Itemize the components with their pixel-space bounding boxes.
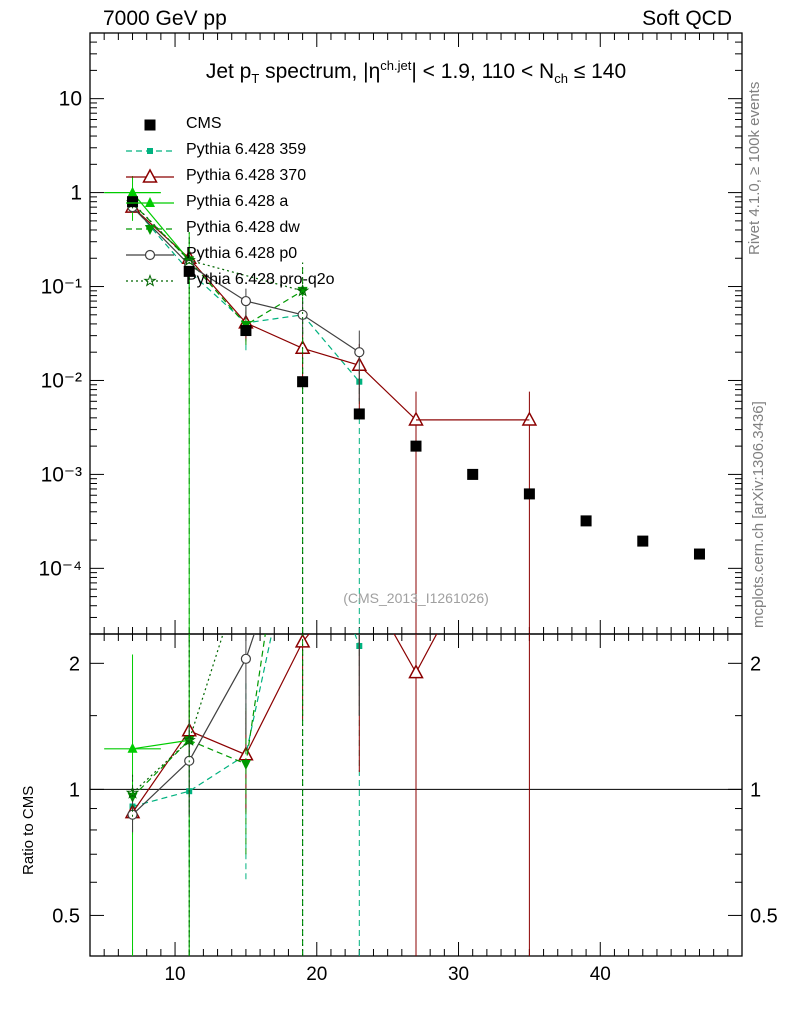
- legend-swatch: [144, 119, 156, 131]
- legend-swatch: [126, 273, 174, 287]
- series-line: [132, 206, 530, 421]
- main-plot-area: 10 1 10⁻¹ 10⁻² 10⁻³ 10⁻⁴: [39, 32, 743, 635]
- legend-label: CMS: [186, 115, 222, 132]
- series-line: [132, 192, 190, 261]
- analysis-id-label: (CMS_2013_I1261026): [343, 590, 489, 606]
- data-point: [467, 468, 479, 480]
- data-point: [295, 283, 310, 297]
- title-part-d: ≤ 140: [567, 60, 627, 83]
- y-tick-label: 1: [70, 182, 82, 205]
- main-series-pythia-6-428-p0: [127, 202, 365, 402]
- legend-marker: [143, 273, 157, 287]
- data-point: [408, 664, 424, 679]
- y-tick-label: 10⁻³: [41, 463, 82, 486]
- data-point: [127, 186, 138, 197]
- x-tick-label: 20: [306, 964, 327, 985]
- ratio-series-pythia-6-428-p0: [127, 634, 360, 833]
- title-sup-eta: ch.jet: [380, 58, 412, 73]
- data-point: [353, 408, 365, 420]
- y-tick-label: 10⁻⁴: [39, 557, 82, 580]
- data-point: [693, 548, 705, 560]
- data-point: [240, 759, 251, 770]
- title-part-a: Jet p: [205, 60, 252, 83]
- x-tick-label: 30: [448, 964, 469, 985]
- data-point: [127, 196, 139, 208]
- data-point: [182, 733, 196, 746]
- series-line: [132, 634, 266, 798]
- ratio-y-tick-label: 1: [69, 779, 80, 801]
- ratio-y-tick-label: 0.5: [52, 905, 80, 927]
- rivet-version-label: Rivet 4.1.0, ≥ 100k events: [746, 81, 763, 255]
- data-point: [127, 742, 138, 753]
- ratio-series-pythia-6-428-pro-q2o: [125, 634, 304, 956]
- data-point: [183, 265, 195, 277]
- x-tick-label: 40: [590, 964, 611, 985]
- title-part-b: spectrum, |η: [259, 60, 381, 83]
- series-line: [132, 202, 303, 292]
- data-point: [408, 411, 424, 426]
- data-point: [521, 411, 538, 426]
- legend-label: Pythia 6.428 pro-q2o: [186, 271, 335, 288]
- legend-label: Pythia 6.428 p0: [186, 245, 298, 262]
- ratio-plot-area: 10 20 30 40 2 2 1 1 0.5 0.5: [52, 633, 778, 985]
- legend-marker: [144, 249, 156, 261]
- process-label: Soft QCD: [642, 7, 732, 30]
- legend-marker: [145, 197, 155, 207]
- data-point: [410, 440, 422, 452]
- data-point: [125, 785, 140, 799]
- data-point: [580, 515, 592, 527]
- main-series-cms: [127, 196, 705, 560]
- ratio-series-pythia-6-428-370: [124, 634, 530, 956]
- ratio-y-tick-label-right: 1: [750, 779, 761, 801]
- energy-label: 7000 GeV pp: [103, 7, 227, 30]
- y-tick-label: 10: [59, 88, 82, 111]
- series-line: [132, 634, 224, 794]
- data-point: [354, 347, 365, 358]
- legend-label: Pythia 6.428 370: [186, 167, 307, 184]
- legend-swatch: [126, 225, 174, 235]
- data-point: [182, 253, 196, 267]
- data-point: [297, 309, 308, 320]
- title-sub-ch: ch: [554, 71, 568, 87]
- ratio-y-tick-label-right: 0.5: [750, 905, 778, 927]
- data-point: [240, 653, 252, 664]
- y-tick-label: 10⁻²: [41, 369, 82, 392]
- legend-swatch: [126, 168, 174, 183]
- title-sub-t: T: [251, 71, 260, 87]
- legend-swatch: [126, 148, 174, 154]
- legend-marker: [142, 168, 158, 183]
- legend-swatch: [126, 249, 174, 261]
- ratio-series-pythia-6-428-dw: [127, 634, 304, 956]
- data-point: [637, 535, 649, 547]
- ratio-y-axis-label: Ratio to CMS: [20, 785, 37, 875]
- legend-marker: [145, 225, 155, 235]
- ratio-y-tick-label-right: 2: [750, 653, 761, 675]
- title-part-c: | < 1.9, 110 < N: [411, 60, 555, 83]
- legend-marker: [147, 148, 153, 154]
- chart-title: Jet pT spectrum, |ηch.jet| < 1.9, 110 < …: [0, 58, 786, 86]
- ratio-y-tick-label: 2: [69, 653, 80, 675]
- series-line: [132, 739, 190, 750]
- data-point: [240, 295, 252, 307]
- legend-label: Pythia 6.428 359: [186, 141, 307, 158]
- legend-label: Pythia 6.428 a: [186, 193, 289, 210]
- x-tick-label: 10: [164, 964, 185, 985]
- legend-label: Pythia 6.428 dw: [186, 219, 300, 236]
- data-point: [240, 325, 252, 337]
- data-point: [297, 376, 309, 388]
- y-tick-label: 10⁻¹: [41, 276, 82, 299]
- legend-swatch: [126, 197, 174, 207]
- data-point: [523, 488, 535, 500]
- legend-marker: [144, 119, 156, 131]
